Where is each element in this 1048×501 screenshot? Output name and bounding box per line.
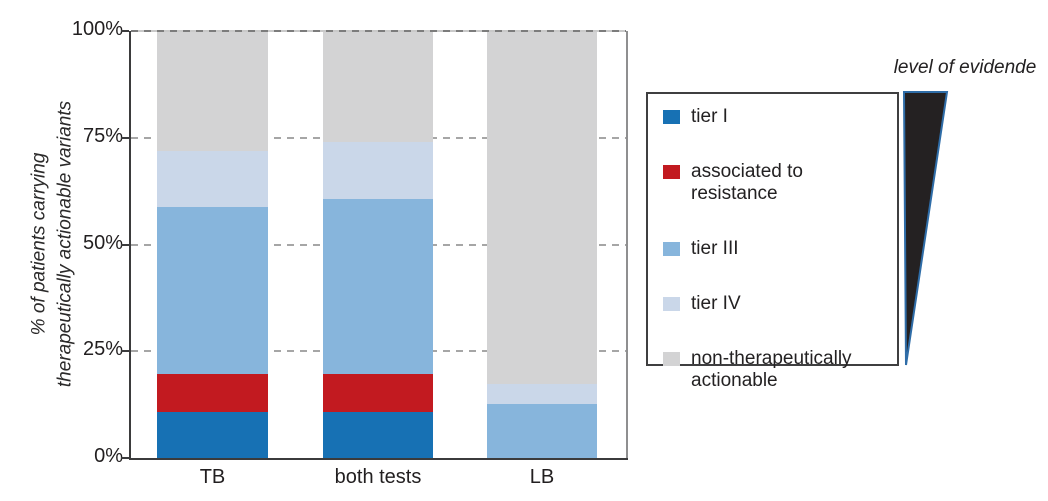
x-category-label-both-tests: both tests [334, 466, 422, 488]
legend-swatch-icon [663, 297, 680, 312]
y-tick-mark-0 [121, 457, 129, 459]
bar-segment-non-therapeutically-actionable [157, 31, 268, 151]
legend-label: non-therapeutically actionable [691, 348, 852, 392]
y-tick-mark-50 [121, 243, 129, 246]
bar-segment-non-therapeutically-actionable [323, 31, 433, 143]
bar-both-tests [323, 31, 433, 458]
legend-item-tier-IV: tier IV [663, 293, 889, 315]
bar-segment-tier-III [487, 404, 597, 458]
y-tick-label-75: 75% [82, 124, 123, 147]
y-tick-mark-100 [121, 30, 129, 32]
x-category-label-LB: LB [529, 466, 555, 488]
y-tick-label-0: 0% [94, 445, 123, 467]
bar-segment-non-therapeutically-actionable [487, 31, 597, 385]
legend: tier I associated to resistance tier III ti… [646, 92, 899, 391]
legend-item-associated-to-resistance: associated to resistance [663, 161, 889, 205]
level-of-evidence-label: level of evidende [893, 57, 1037, 78]
plot-area [131, 31, 626, 458]
plot-right-border [626, 31, 628, 458]
y-axis-line [129, 31, 131, 460]
evidence-wedge-icon [902, 91, 949, 366]
bar-segment-tier-IV [157, 150, 268, 207]
legend-label: tier IV [691, 293, 741, 315]
y-tick-label-25: 25% [82, 338, 123, 361]
legend-label: tier I [691, 106, 728, 127]
y-tick-label-100: 100% [71, 18, 123, 40]
legend-item-tier-I: tier I [663, 106, 889, 128]
legend-swatch-icon [663, 242, 680, 257]
legend-swatch-icon [663, 165, 680, 180]
x-axis-line [129, 458, 628, 460]
legend-swatch-icon [663, 352, 680, 367]
y-tick-label-50: 50% [82, 231, 123, 254]
bar-segment-associated-to-resistance [157, 373, 268, 413]
gridline-100 [131, 30, 626, 32]
legend-label: associated to resistance [691, 161, 803, 205]
legend-label: tier III [691, 238, 739, 260]
y-tick-mark-25 [121, 350, 129, 353]
legend-item-non-therapeutically-actionable: non-therapeutically actionable [663, 348, 889, 392]
bar-segment-tier-IV [487, 384, 597, 405]
bar-segment-associated-to-resistance [323, 373, 433, 413]
bar-segment-tier-IV [323, 142, 433, 199]
legend-swatch-icon [663, 110, 680, 124]
bar-segment-tier-III [157, 206, 268, 374]
y-tick-mark-75 [121, 136, 129, 139]
bar-segment-tier-I [323, 412, 433, 458]
bar-TB [157, 31, 268, 458]
x-category-label-TB: TB [199, 466, 226, 488]
bar-LB [487, 31, 597, 458]
bar-segment-tier-I [157, 412, 268, 458]
legend-item-tier-III: tier III [663, 238, 889, 260]
bar-segment-tier-III [323, 198, 433, 374]
